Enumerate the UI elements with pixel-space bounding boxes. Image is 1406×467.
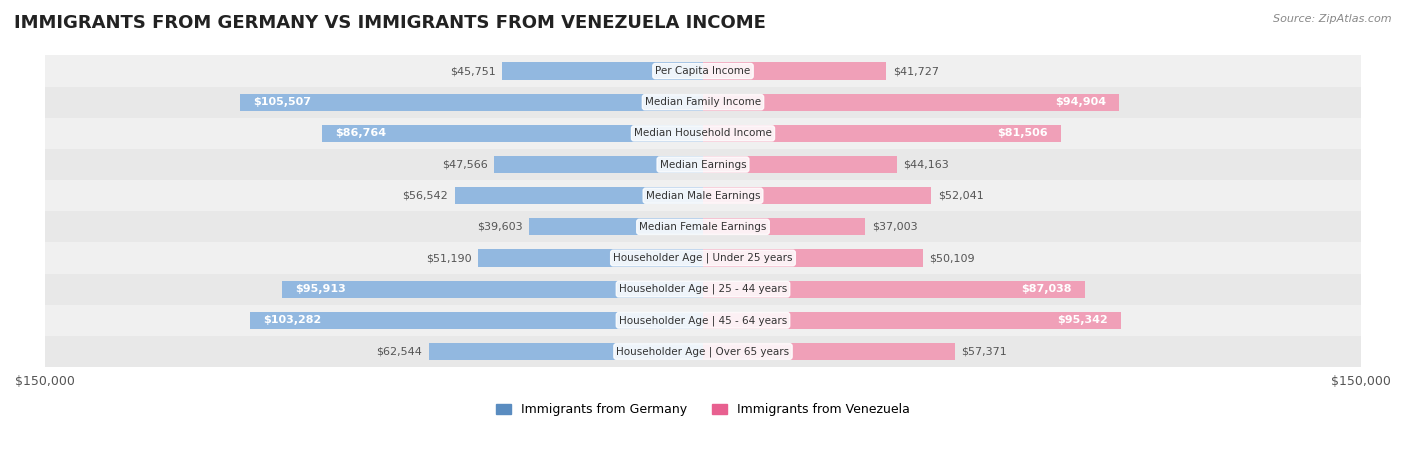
Bar	[703, 281, 1085, 298]
Bar	[240, 94, 703, 111]
Text: $62,544: $62,544	[377, 347, 422, 356]
Bar	[45, 180, 1361, 211]
Text: $103,282: $103,282	[263, 315, 322, 325]
Text: $41,727: $41,727	[893, 66, 939, 76]
Bar	[703, 63, 886, 79]
Text: Median Household Income: Median Household Income	[634, 128, 772, 138]
Bar	[283, 281, 703, 298]
Bar	[529, 218, 703, 235]
Bar	[703, 218, 865, 235]
Bar	[250, 312, 703, 329]
Text: $50,109: $50,109	[929, 253, 974, 263]
Bar	[429, 343, 703, 360]
Text: Per Capita Income: Per Capita Income	[655, 66, 751, 76]
Text: $57,371: $57,371	[962, 347, 1007, 356]
Text: $39,603: $39,603	[477, 222, 523, 232]
Bar	[45, 336, 1361, 367]
Legend: Immigrants from Germany, Immigrants from Venezuela: Immigrants from Germany, Immigrants from…	[491, 398, 915, 421]
Text: $56,542: $56,542	[402, 191, 449, 201]
Bar	[45, 118, 1361, 149]
Bar	[703, 343, 955, 360]
Text: Householder Age | Over 65 years: Householder Age | Over 65 years	[616, 346, 790, 357]
Bar	[703, 312, 1121, 329]
Text: $44,163: $44,163	[903, 160, 949, 170]
Text: $37,003: $37,003	[872, 222, 918, 232]
Text: $81,506: $81,506	[997, 128, 1047, 138]
Text: $94,904: $94,904	[1054, 97, 1107, 107]
Text: Median Earnings: Median Earnings	[659, 160, 747, 170]
Text: $47,566: $47,566	[441, 160, 488, 170]
Text: $105,507: $105,507	[253, 97, 311, 107]
Bar	[703, 94, 1119, 111]
Bar	[703, 125, 1060, 142]
Text: $95,342: $95,342	[1057, 315, 1108, 325]
Bar	[456, 187, 703, 204]
Bar	[45, 305, 1361, 336]
Bar	[45, 87, 1361, 118]
Text: $51,190: $51,190	[426, 253, 472, 263]
Text: Source: ZipAtlas.com: Source: ZipAtlas.com	[1274, 14, 1392, 24]
Text: $86,764: $86,764	[336, 128, 387, 138]
Bar	[703, 187, 931, 204]
Text: Householder Age | 25 - 44 years: Householder Age | 25 - 44 years	[619, 284, 787, 294]
Text: Median Male Earnings: Median Male Earnings	[645, 191, 761, 201]
Text: $45,751: $45,751	[450, 66, 496, 76]
Text: $95,913: $95,913	[295, 284, 346, 294]
Bar	[45, 149, 1361, 180]
Text: Householder Age | 45 - 64 years: Householder Age | 45 - 64 years	[619, 315, 787, 325]
Bar	[322, 125, 703, 142]
Text: Median Family Income: Median Family Income	[645, 97, 761, 107]
Text: Median Female Earnings: Median Female Earnings	[640, 222, 766, 232]
Bar	[703, 249, 922, 267]
Bar	[502, 63, 703, 79]
Bar	[45, 211, 1361, 242]
Bar	[495, 156, 703, 173]
Bar	[45, 274, 1361, 305]
Bar	[45, 56, 1361, 87]
Text: Householder Age | Under 25 years: Householder Age | Under 25 years	[613, 253, 793, 263]
Text: $52,041: $52,041	[938, 191, 984, 201]
Bar	[478, 249, 703, 267]
Text: $87,038: $87,038	[1021, 284, 1071, 294]
Bar	[703, 156, 897, 173]
Bar	[45, 242, 1361, 274]
Text: IMMIGRANTS FROM GERMANY VS IMMIGRANTS FROM VENEZUELA INCOME: IMMIGRANTS FROM GERMANY VS IMMIGRANTS FR…	[14, 14, 766, 32]
